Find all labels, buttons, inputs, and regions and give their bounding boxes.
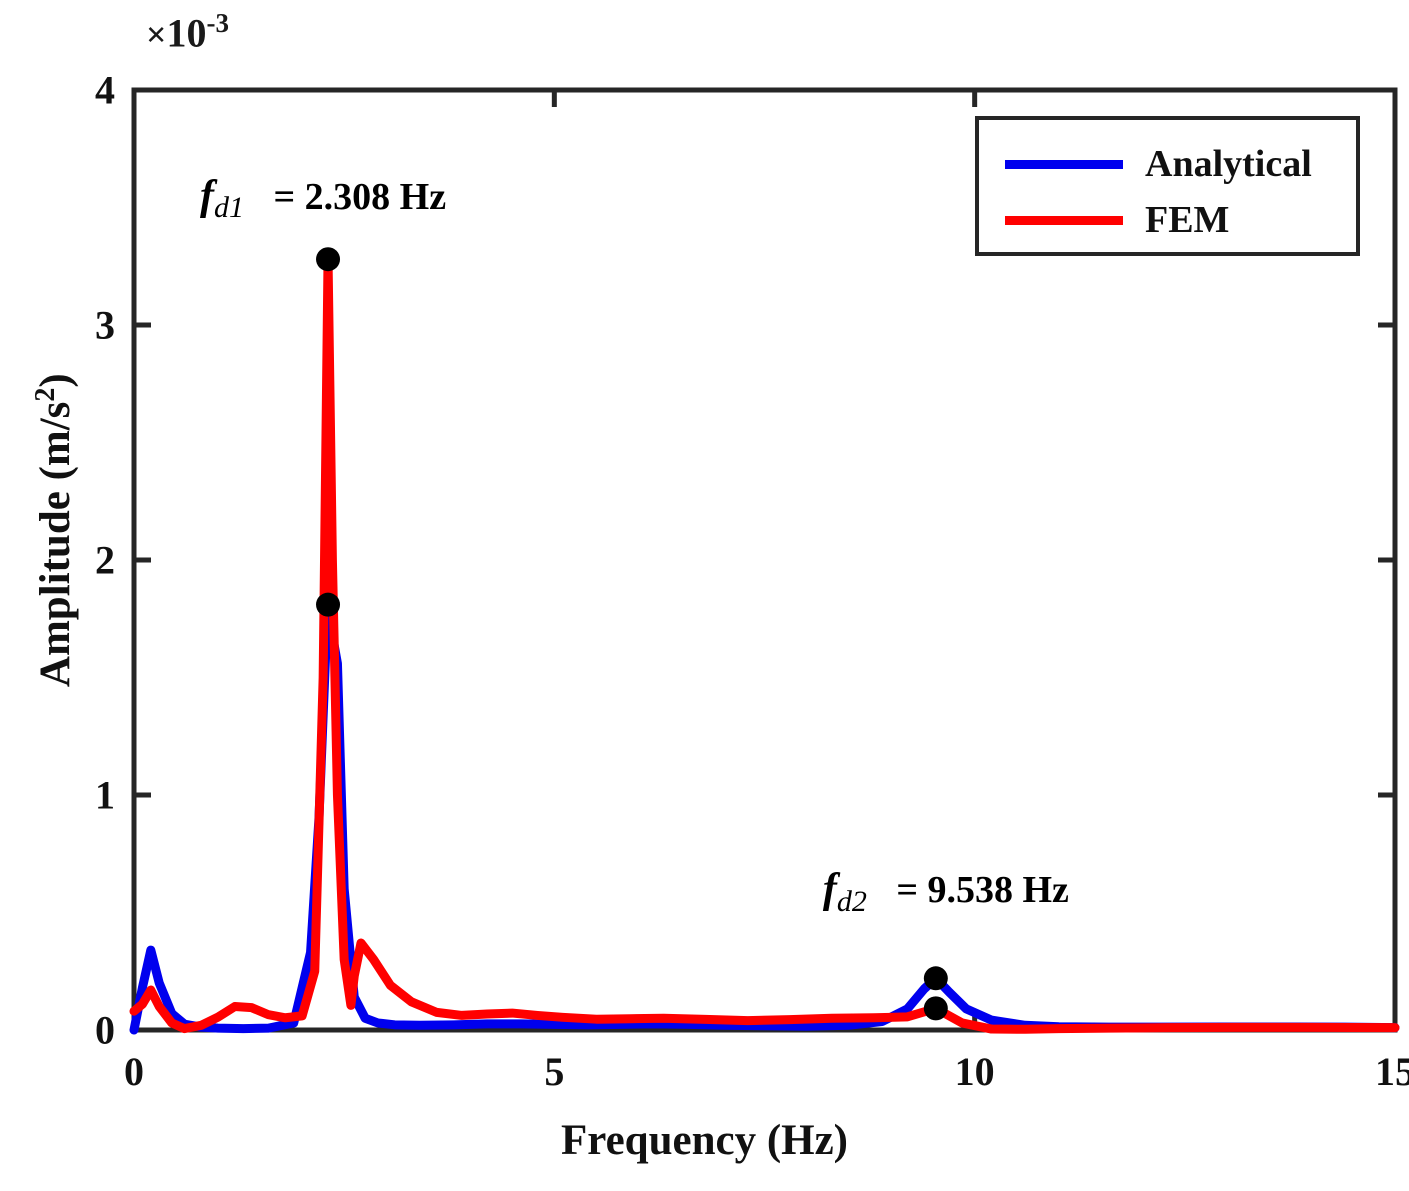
annotation-subscript-d2: d2 (836, 884, 867, 918)
x-tick-label-15: 15 (1375, 1049, 1409, 1094)
peak-marker-fem-peak-1 (316, 247, 341, 272)
y-axis-multiplier: ×10-3 (146, 8, 229, 56)
annotation-text-d1: = 2.308 Hz (264, 175, 447, 218)
x-tick-label-10: 10 (954, 1049, 995, 1094)
series-line-fem (129, 254, 1400, 1034)
annotation-d1: fd1 = 2.308 Hz (200, 172, 446, 226)
x-tick-label-0: 0 (124, 1049, 144, 1094)
annotation-d2: fd2 = 9.538 Hz (823, 865, 1069, 919)
annotation-text-d2: = 9.538 Hz (886, 869, 1069, 911)
legend-swatch-fem (1005, 215, 1123, 225)
legend-label-analytical: Analytical (1145, 143, 1312, 185)
y-axis-title: Amplitude (m/s2) (29, 373, 80, 688)
annotation-symbol-d2: f (822, 866, 837, 912)
y-tick-label-2: 2 (95, 537, 115, 583)
y-tick-label-0: 0 (95, 1007, 115, 1053)
multiplier-base: 10 (166, 10, 207, 56)
annotation-subscript-d1: d1 (214, 191, 245, 225)
peak-marker-analytical-peak-1 (316, 592, 341, 617)
y-tick-label-4: 4 (95, 67, 115, 113)
legend-item-analytical[interactable]: Analytical (979, 136, 1356, 192)
series-line-analytical (129, 600, 1400, 1035)
x-axis-title: Frequency (Hz) (561, 1117, 848, 1164)
y-tick-label-1: 1 (95, 772, 115, 818)
legend-label-fem: FEM (1145, 199, 1230, 241)
annotation-symbol-d1: f (200, 172, 215, 219)
x-tick-label-5: 5 (544, 1049, 565, 1094)
peak-marker-analytical-peak-2 (923, 966, 948, 991)
multiplier-exponent: -3 (206, 8, 230, 38)
legend-item-fem[interactable]: FEM (979, 192, 1356, 248)
legend-swatch-analytical (1005, 159, 1123, 169)
y-tick-label-3: 3 (95, 302, 115, 348)
multiplier-times-symbol: × (146, 14, 167, 55)
legend-box: Analytical FEM (975, 116, 1360, 256)
peak-marker-fem-peak-2 (923, 996, 948, 1021)
